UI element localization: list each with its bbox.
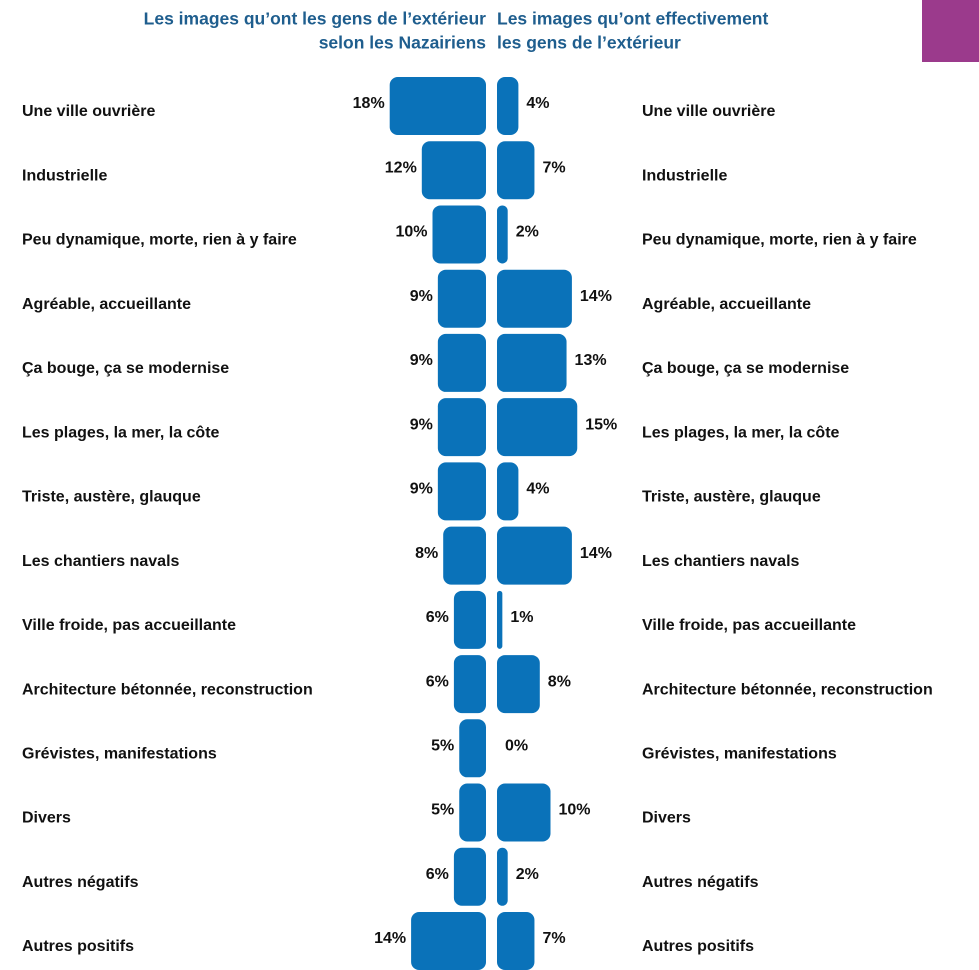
right-title: Les images qu’ont effectivement <box>497 9 768 29</box>
bar-left <box>453 590 486 649</box>
category-label-right: Autres positifs <box>642 938 754 955</box>
value-label-left: 9% <box>410 352 433 369</box>
bar-right <box>497 462 519 521</box>
category-label-left: Grévistes, manifestations <box>22 746 217 763</box>
left-title: Les images qu’ont les gens de l’extérieu… <box>144 9 487 29</box>
category-label-right: Agréable, accueillante <box>642 296 811 313</box>
right-title: les gens de l’extérieur <box>497 33 681 53</box>
category-label-right: Une ville ouvrière <box>642 103 775 120</box>
bar-left <box>443 526 486 585</box>
category-label-left: Architecture bétonnée, reconstruction <box>22 681 313 698</box>
value-label-left: 10% <box>395 224 427 241</box>
value-label-right: 4% <box>526 95 549 112</box>
category-label-right: Industrielle <box>642 167 727 184</box>
value-label-left: 9% <box>410 288 433 305</box>
bar-right <box>497 783 551 842</box>
value-label-left: 18% <box>353 95 385 112</box>
category-label-right: Triste, austère, glauque <box>642 489 821 506</box>
category-label-left: Agréable, accueillante <box>22 296 191 313</box>
value-label-left: 6% <box>426 609 449 626</box>
value-label-right: 8% <box>548 673 571 690</box>
value-label-right: 10% <box>559 802 591 819</box>
value-label-right: 4% <box>526 481 549 498</box>
bar-right <box>497 77 519 135</box>
value-label-right: 14% <box>580 545 612 562</box>
bar-left <box>437 462 486 521</box>
value-label-right: 0% <box>505 738 528 755</box>
bar-left <box>437 398 486 457</box>
corner-tab <box>922 0 979 62</box>
value-label-left: 12% <box>385 159 417 176</box>
value-label-left: 9% <box>410 416 433 433</box>
bar-right <box>497 398 578 457</box>
value-label-right: 7% <box>542 930 565 947</box>
value-label-left: 5% <box>431 738 454 755</box>
value-label-left: 6% <box>426 866 449 883</box>
bar-left <box>421 141 486 200</box>
value-label-right: 7% <box>542 159 565 176</box>
category-label-left: Divers <box>22 810 71 827</box>
value-label-right: 13% <box>575 352 607 369</box>
bar-right <box>497 590 503 649</box>
value-label-right: 2% <box>516 866 539 883</box>
category-label-right: Les plages, la mer, la côte <box>642 424 840 441</box>
bar-right <box>497 847 508 906</box>
bar-left <box>411 911 486 970</box>
category-label-left: Les chantiers navals <box>22 553 180 570</box>
bar-right <box>497 141 535 200</box>
category-label-left: Peu dynamique, morte, rien à y faire <box>22 232 297 249</box>
bar-right <box>497 269 572 328</box>
value-label-left: 14% <box>374 930 406 947</box>
bar-right <box>497 205 508 264</box>
category-label-left: Triste, austère, glauque <box>22 489 201 506</box>
left-title: selon les Nazairiens <box>319 33 487 53</box>
value-label-right: 2% <box>516 224 539 241</box>
bar-left <box>453 655 486 714</box>
category-label-left: Une ville ouvrière <box>22 103 155 120</box>
bar-right <box>497 655 540 714</box>
bar-left <box>437 269 486 328</box>
value-label-left: 9% <box>410 481 433 498</box>
bar-right <box>497 333 567 392</box>
bar-left <box>453 847 486 906</box>
category-label-right: Divers <box>642 810 691 827</box>
value-label-left: 5% <box>431 802 454 819</box>
value-label-left: 8% <box>415 545 438 562</box>
category-label-right: Ça bouge, ça se modernise <box>642 360 849 377</box>
category-label-right: Grévistes, manifestations <box>642 746 837 763</box>
value-label-left: 6% <box>426 673 449 690</box>
category-label-right: Autres négatifs <box>642 874 759 891</box>
category-label-left: Ville froide, pas accueillante <box>22 617 236 634</box>
bar-right <box>497 526 572 585</box>
category-label-left: Les plages, la mer, la côte <box>22 424 220 441</box>
category-label-left: Industrielle <box>22 167 107 184</box>
bar-left <box>437 333 486 392</box>
value-label-right: 15% <box>585 416 617 433</box>
category-label-left: Ça bouge, ça se modernise <box>22 360 229 377</box>
value-label-right: 1% <box>510 609 533 626</box>
bar-left <box>459 719 486 778</box>
category-label-left: Autres négatifs <box>22 874 139 891</box>
bar-left <box>432 205 486 264</box>
bar-left <box>459 783 486 842</box>
category-label-right: Les chantiers navals <box>642 553 800 570</box>
category-label-right: Peu dynamique, morte, rien à y faire <box>642 232 917 249</box>
value-label-right: 14% <box>580 288 612 305</box>
category-label-left: Autres positifs <box>22 938 134 955</box>
category-label-right: Ville froide, pas accueillante <box>642 617 856 634</box>
category-label-right: Architecture bétonnée, reconstruction <box>642 681 933 698</box>
bar-left <box>389 77 486 135</box>
bar-right <box>497 911 535 970</box>
